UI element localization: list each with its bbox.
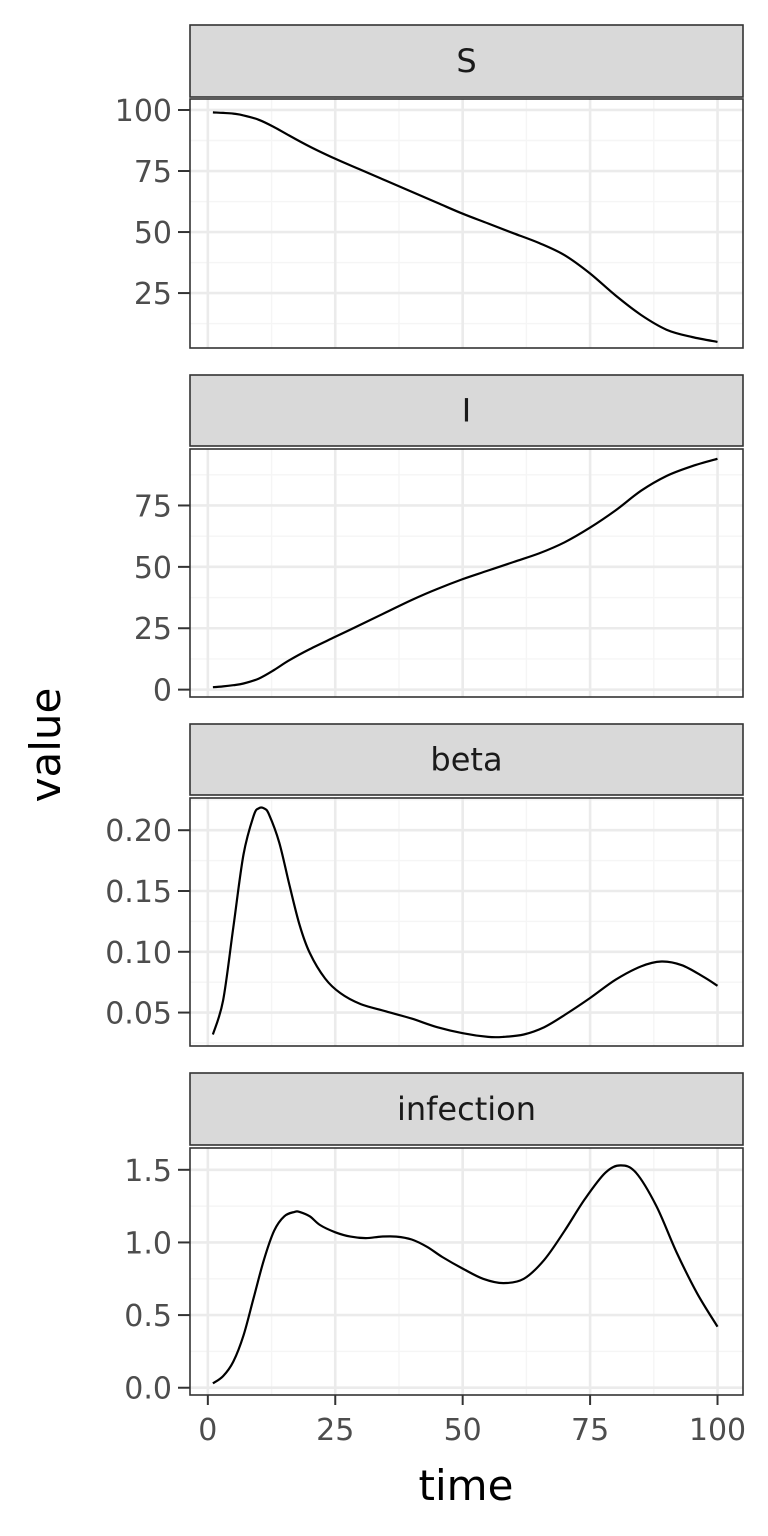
- series-line-beta: [211, 806, 719, 1039]
- facet-strip: [189, 374, 744, 447]
- series-line-S: [212, 111, 718, 343]
- x-axis-title: time: [419, 1461, 514, 1510]
- facet-panel-beta: beta 0.05 0.10 0.15 0.20: [105, 723, 744, 1047]
- facet-panel-infection: infection 0.0 0.5 1.0 1.5: [124, 1072, 744, 1407]
- y-tick-label: 100: [115, 94, 172, 129]
- y-tick-label: 75: [134, 155, 172, 190]
- y-axis-title: value: [21, 688, 70, 803]
- facets: S 25 50 75 100 I 0 25 50 75 beta 0.05 0.10 0.15 0.20 in…: [105, 24, 744, 1407]
- facet-panel-S: S 25 50 75 100: [115, 24, 744, 349]
- facet-strip-label: infection: [397, 1090, 536, 1128]
- x-tick-label: 25: [316, 1413, 354, 1448]
- x-tick-label: 75: [571, 1413, 609, 1448]
- x-tick-label: 0: [198, 1413, 217, 1448]
- panel-border: [189, 98, 744, 349]
- series-line-I: [212, 457, 718, 689]
- y-tick-label: 25: [134, 277, 172, 312]
- facet-strip: [189, 24, 744, 98]
- panel-background: [190, 99, 743, 348]
- y-tick-label: 75: [134, 489, 172, 524]
- series-line-infection: [212, 1164, 719, 1385]
- y-tick-label: 50: [134, 551, 172, 586]
- facet-strip-label: beta: [430, 741, 502, 779]
- panel-border: [189, 797, 744, 1047]
- facet-strip-label: S: [456, 42, 476, 80]
- panel-border: [189, 1147, 744, 1396]
- panel-background: [190, 449, 743, 697]
- y-tick-label: 0.5: [124, 1299, 172, 1334]
- panel-border: [189, 448, 744, 698]
- y-tick-label: 50: [134, 216, 172, 251]
- y-tick-label: 1.0: [124, 1226, 172, 1261]
- facet-strip: [189, 1072, 744, 1146]
- y-tick-label: 0.0: [124, 1372, 172, 1407]
- facet-strip-label: I: [462, 392, 471, 430]
- x-tick-label: 50: [444, 1413, 482, 1448]
- y-tick-label: 0.05: [105, 997, 172, 1032]
- x-tick-label: 100: [689, 1413, 746, 1448]
- y-tick-label: 0.20: [105, 814, 172, 849]
- y-tick-label: 25: [134, 612, 172, 647]
- y-tick-label: 0: [153, 674, 172, 709]
- y-tick-label: 0.10: [105, 936, 172, 971]
- facet-panel-I: I 0 25 50 75: [134, 374, 744, 709]
- x-axis: 0 25 50 75 100: [198, 1395, 746, 1448]
- y-tick-label: 0.15: [105, 875, 172, 910]
- facet-strip: [189, 723, 744, 796]
- y-tick-label: 1.5: [124, 1154, 172, 1189]
